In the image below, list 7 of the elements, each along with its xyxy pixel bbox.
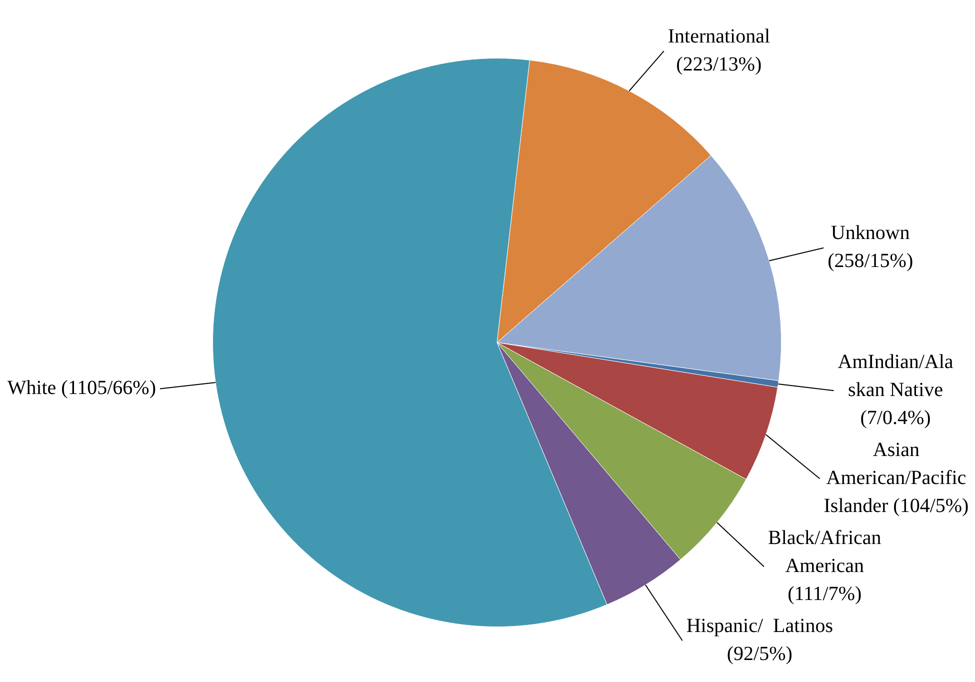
slice-label: White (1105/66%) (7, 377, 156, 400)
slice-label: Black/African American (111/7%) (768, 526, 882, 605)
slice-label: Unknown (258/15%) (828, 222, 914, 272)
slice-label: Asian American/Pacific Islander (104/5%) (824, 438, 969, 517)
slice-label: Hispanic/ Latinos (92/5%) (686, 614, 834, 665)
slice-label: International (223/13%) (668, 25, 770, 76)
slice-label: AmIndian/Ala skan Native (7/0.4%) (838, 350, 954, 429)
